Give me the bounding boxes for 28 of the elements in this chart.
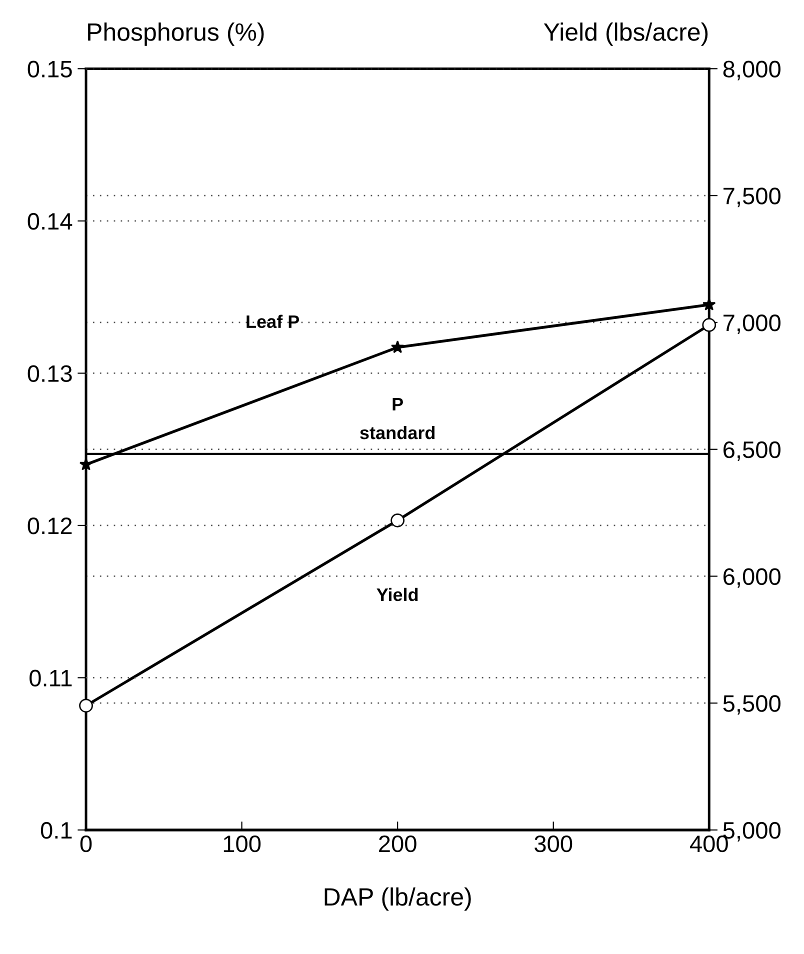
- y2-tick-label: 8,000: [723, 60, 780, 80]
- y2-tick-label: 7,000: [724, 314, 780, 334]
- text: Yield: [376, 588, 418, 602]
- point: [702, 298, 716, 310]
- point: [390, 513, 405, 528]
- y2-tick-label: 6,000: [724, 568, 780, 588]
- y2-tick-label: 7,500: [724, 188, 780, 208]
- x-tick-label: 100: [224, 835, 261, 852]
- y-tick-label: 0.15: [28, 60, 72, 78]
- point: [390, 340, 404, 354]
- x-tick-label: 200: [379, 835, 416, 852]
- text: Leaf P: [246, 314, 300, 328]
- point: [79, 698, 93, 713]
- y2-axis-title: Yield (lbs/acre): [544, 22, 708, 46]
- y-tick-label: 0.12: [28, 518, 72, 534]
- y-tick-label: 0.11: [30, 670, 72, 687]
- point: [702, 318, 716, 332]
- point: [79, 458, 93, 470]
- y-axis-title: Phosphorus (%): [88, 22, 264, 46]
- y-tick-label: 0.13: [28, 365, 72, 382]
- y-tick-label: 0.1: [40, 822, 72, 839]
- x-tick-label: 300: [534, 835, 572, 852]
- ref-line-label: P standard: [360, 398, 435, 440]
- x-axis-title: DAP (lb/acre): [324, 887, 471, 911]
- y-tick-label: 0.14: [28, 213, 72, 230]
- x-tick-label: 0: [80, 835, 92, 852]
- y2-tick-label: 5,500: [723, 695, 780, 715]
- y2-tick-label: 6,500: [724, 441, 780, 461]
